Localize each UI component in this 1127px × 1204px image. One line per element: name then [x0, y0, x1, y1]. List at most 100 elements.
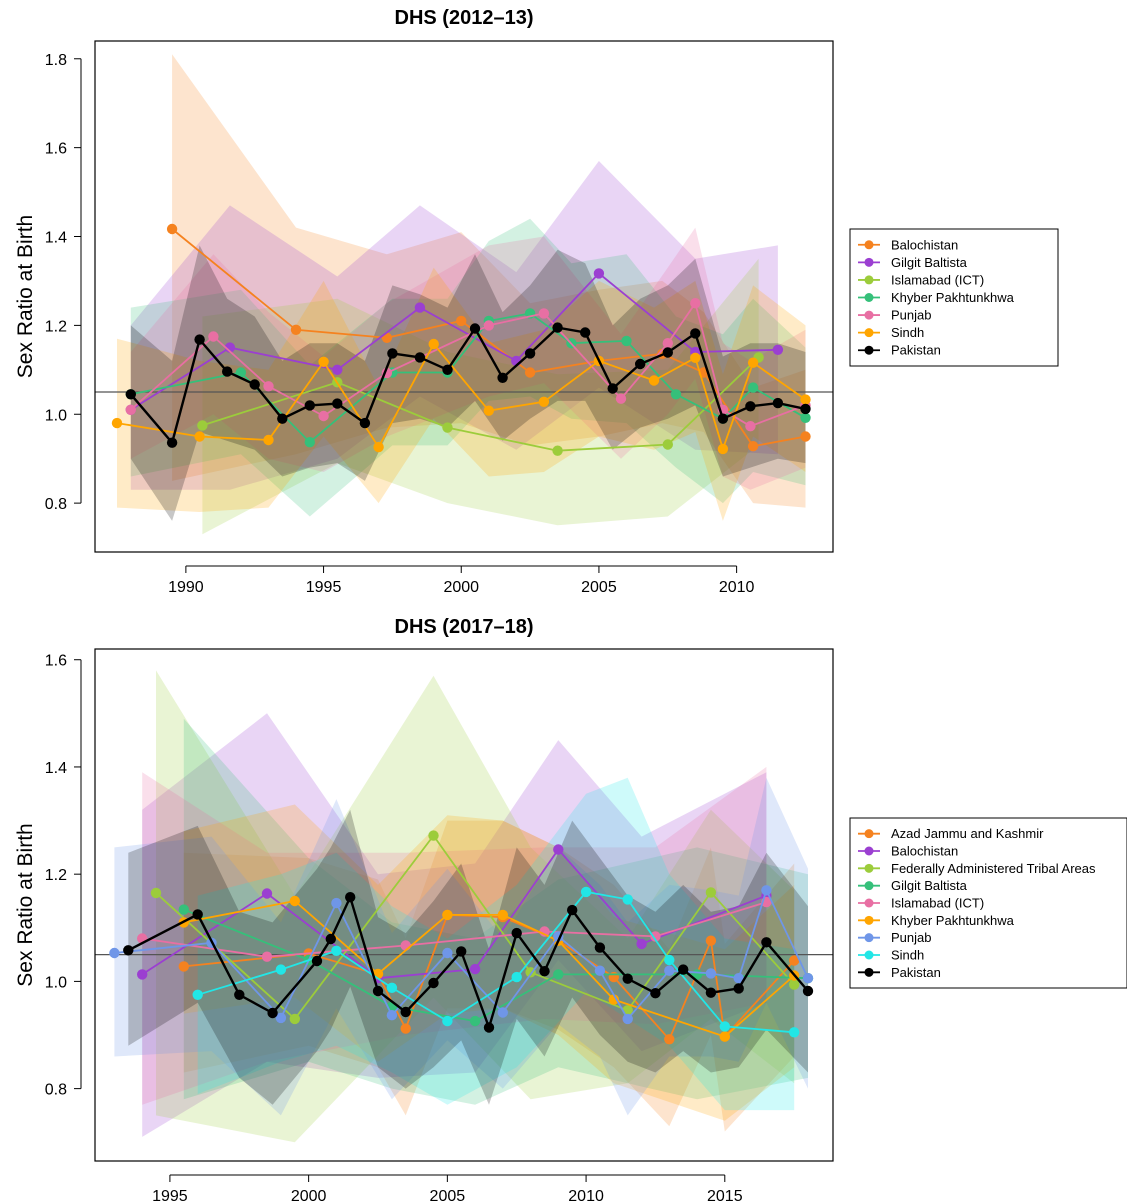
chart-panel-2: 1995 2000 2005 2010 2015 0.8 1.0 1.2 1.4 1.6 DHS (…: [14, 616, 1127, 1204]
data-point-sindh: [386, 982, 398, 993]
y-axis: 0.8 1.0 1.2 1.4 1.6: [45, 653, 82, 1099]
data-point-pakistan: [580, 327, 591, 338]
data-point-pakistan: [414, 352, 426, 363]
y-tick-label: 1.0: [45, 974, 67, 991]
legend-marker-azad-jammu-and-kashmir: [864, 829, 874, 839]
data-point-sindh: [318, 356, 329, 367]
data-point-sindh: [428, 338, 439, 350]
series-line-islamabad-ict-: [142, 901, 767, 958]
data-point-pakistan: [456, 946, 467, 957]
data-point-pakistan: [662, 347, 673, 358]
x-tick-label: 2015: [707, 1188, 743, 1204]
data-point-sindh: [331, 945, 342, 956]
data-point-pakistan: [325, 933, 336, 945]
x-tick-label: 2000: [291, 1188, 327, 1204]
data-point-pakistan: [304, 400, 315, 411]
data-point-pakistan: [622, 973, 633, 984]
data-point-pakistan: [359, 417, 371, 429]
data-point-khyber-pakhtunkhwa: [621, 335, 632, 347]
data-point-federally-administered-tribal-areas: [289, 1013, 300, 1025]
data-point-punjab: [331, 897, 342, 909]
data-point-pakistan: [607, 383, 618, 394]
band-pakistan: [130, 245, 806, 521]
data-point-pakistan: [311, 955, 323, 967]
y-tick-label: 0.8: [45, 496, 67, 513]
data-point-punjab: [483, 320, 494, 331]
data-point-punjab: [594, 965, 606, 976]
data-point-punjab: [690, 298, 701, 309]
plot-frame: [94, 648, 834, 1162]
x-tick-label: 1990: [168, 579, 204, 596]
data-point-punjab: [761, 885, 772, 896]
band-khyber-pakhtunkhwa: [130, 218, 806, 517]
data-point-punjab: [386, 1010, 398, 1021]
data-point-gilgit-baltista: [414, 302, 426, 313]
data-point-khyber-pakhtunkhwa: [289, 895, 300, 907]
data-point-punjab: [442, 947, 453, 959]
data-point-balochistan: [469, 963, 481, 975]
data-point-punjab: [705, 968, 717, 979]
data-point-balochistan: [166, 223, 178, 235]
legend-marker-islamabad-ict-: [864, 275, 874, 285]
band-pakistan: [128, 809, 809, 1105]
data-point-gilgit-baltista: [593, 268, 605, 279]
x-tick-label: 2010: [719, 579, 755, 596]
data-point-khyber-pakhtunkhwa: [719, 1031, 730, 1042]
legend-marker-punjab: [864, 310, 874, 320]
data-point-pakistan: [332, 398, 343, 409]
data-point-sindh: [648, 375, 660, 386]
data-point-islamabad-ict-: [261, 951, 273, 962]
data-point-pakistan: [249, 379, 260, 390]
data-point-punjab: [497, 1007, 508, 1018]
data-point-sindh: [111, 417, 123, 429]
data-point-sindh: [800, 394, 811, 405]
x-tick-label: 2010: [568, 1188, 604, 1204]
y-tick-label: 1.4: [45, 230, 67, 247]
legend-label-islamabad-ict-: Islamabad (ICT): [891, 272, 984, 287]
data-point-pakistan: [745, 401, 756, 412]
band-federally-administered-tribal-areas: [156, 670, 795, 1143]
y-tick-label: 0.8: [45, 1082, 67, 1099]
data-point-khyber-pakhtunkhwa: [235, 367, 247, 378]
data-point-punjab: [662, 338, 673, 349]
data-point-sindh: [194, 431, 205, 442]
data-point-islamabad-ict-: [552, 445, 563, 456]
data-point-sindh: [483, 405, 494, 416]
legend-label-khyber-pakhtunkhwa: Khyber Pakhtunkhwa: [891, 913, 1015, 928]
data-point-khyber-pakhtunkhwa: [442, 909, 453, 921]
data-point-pakistan: [345, 892, 356, 903]
data-point-azad-jammu-and-kashmir: [705, 935, 717, 946]
y-tick-label: 1.4: [45, 760, 67, 777]
data-point-punjab: [109, 947, 120, 959]
y-axis: 0.8 1.0 1.2 1.4 1.6 1.8: [45, 52, 82, 513]
legend-label-federally-administered-tribal-areas: Federally Administered Tribal Areas: [891, 861, 1096, 876]
x-axis: 1995 2000 2005 2010 2015: [152, 1174, 743, 1204]
data-point-pakistan: [267, 1007, 278, 1019]
data-point-pakistan: [511, 927, 522, 939]
legend-label-pakistan: Pakistan: [891, 965, 941, 980]
data-point-pakistan: [192, 909, 203, 920]
legend-label-punjab: Punjab: [891, 930, 931, 945]
chart-panel-1: 1990 1995 2000 2005 2010 0.8 1.0 1.2 1.4 1.6 1.8 DH…: [14, 7, 1059, 596]
band-punjab: [130, 227, 806, 490]
band-khyber-pakhtunkhwa: [183, 804, 795, 1121]
legend: Azad Jammu and Kashmir Balochistan Federal…: [849, 817, 1127, 989]
band-balochistan: [142, 713, 767, 1137]
y-tick-label: 1.0: [45, 407, 67, 424]
data-point-punjab: [615, 393, 627, 404]
data-point-federally-administered-tribal-areas: [705, 887, 717, 898]
data-point-islamabad-ict-: [650, 931, 661, 942]
series-line-sindh: [116, 342, 807, 452]
data-point-pakistan: [705, 987, 717, 998]
data-point-azad-jammu-and-kashmir: [789, 955, 800, 966]
data-point-pakistan: [650, 988, 661, 999]
data-point-azad-jammu-and-kashmir: [608, 971, 619, 983]
data-point-pakistan: [372, 985, 384, 997]
data-point-khyber-pakhtunkhwa: [670, 389, 682, 400]
data-point-azad-jammu-and-kashmir: [400, 1023, 411, 1034]
series-line-islamabad-ict-: [202, 356, 760, 452]
legend-label-pakistan: Pakistan: [891, 343, 941, 358]
legend-box: [849, 817, 1127, 989]
data-point-federally-administered-tribal-areas: [789, 979, 800, 990]
data-point-sindh: [622, 894, 633, 905]
